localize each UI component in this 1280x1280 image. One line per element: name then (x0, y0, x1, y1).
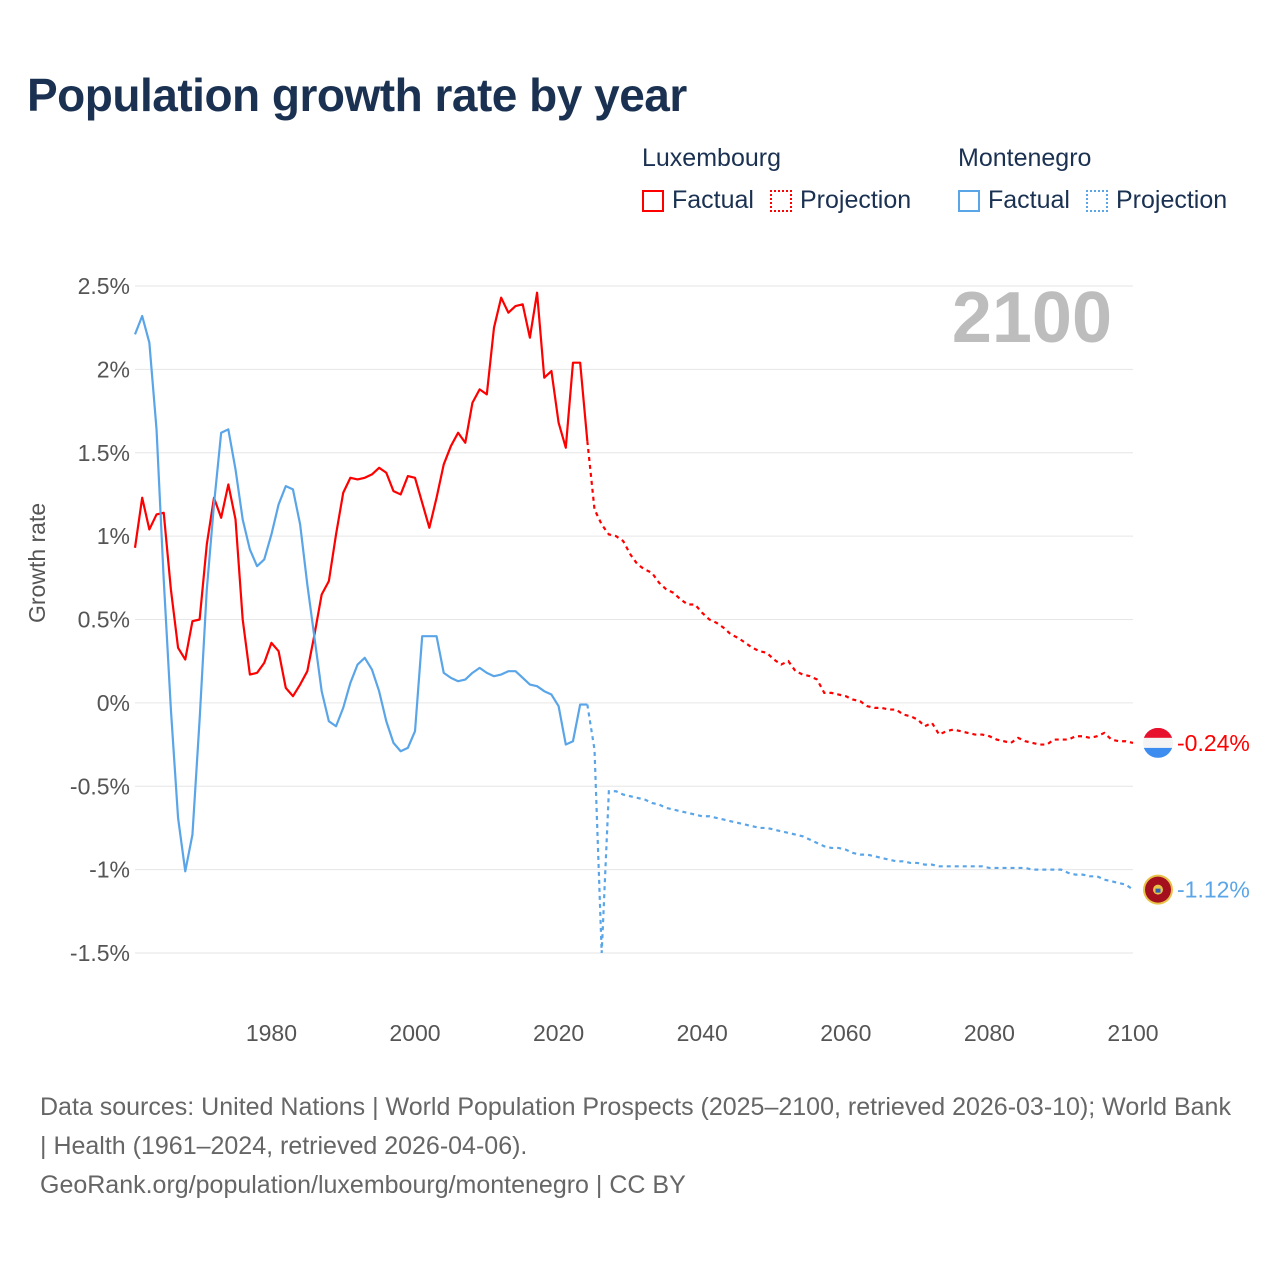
y-tick-label: 1% (97, 523, 130, 549)
legend-item-luxembourg-projection[interactable]: Projection (769, 186, 912, 215)
x-tick-label: 2040 (677, 1020, 728, 1046)
y-tick-label: 1.5% (78, 440, 130, 466)
luxembourg-factual-line (133, 291, 589, 698)
legend-label: Factual (988, 186, 1070, 214)
x-tick-label: 2000 (389, 1020, 440, 1046)
flag-stripes (1143, 727, 1173, 758)
flag-stripe-white (1143, 737, 1173, 748)
y-tick-label: 0% (97, 690, 130, 716)
footer: Data sources: United Nations | World Pop… (40, 1088, 1240, 1205)
montenegro-projection-line (586, 704, 1134, 954)
montenegro-flag-icon (1143, 874, 1173, 905)
x-tick-label: 1980 (246, 1020, 297, 1046)
flag-stripe-blue (1143, 747, 1173, 758)
legend-label: Factual (672, 186, 754, 214)
solid-swatch-icon (958, 189, 980, 212)
x-tick-label: 2020 (533, 1020, 584, 1046)
x-tick-label: 2100 (1107, 1020, 1158, 1046)
x-tick-label: 2080 (964, 1020, 1015, 1046)
montenegro-factual-line (133, 314, 588, 873)
luxembourg-flag-icon (1143, 727, 1173, 758)
legend-montenegro: Montenegro Factual Projection (958, 144, 1243, 215)
flag-shield (1155, 888, 1161, 893)
y-tick-label: 0.5% (78, 607, 130, 633)
year-watermark: 2100 (952, 278, 1112, 358)
legend-item-luxembourg-factual[interactable]: Factual (642, 186, 754, 215)
legend-label: Projection (1115, 186, 1228, 214)
y-tick-label: -1% (89, 857, 130, 883)
data-sources: Data sources: United Nations | World Pop… (40, 1093, 1231, 1160)
legend-country-label: Montenegro (958, 144, 1092, 172)
flag-stripe-red (1143, 727, 1173, 738)
dotted-swatch-icon (1085, 189, 1108, 212)
dotted-swatch-icon (769, 189, 792, 212)
y-tick-label: -1.5% (70, 940, 130, 966)
y-axis-label-text: Growth rate (24, 502, 50, 623)
legend-label: Projection (799, 186, 912, 214)
luxembourg-projection-line (586, 440, 1134, 746)
legend-item-montenegro-factual[interactable]: Factual (958, 186, 1070, 215)
y-tick-label: 2% (97, 356, 130, 382)
y-tick-label: -0.5% (70, 773, 130, 799)
y-tick-label: 2.5% (78, 273, 130, 299)
x-tick-label: 2060 (820, 1020, 871, 1046)
legend-item-montenegro-projection[interactable]: Projection (1085, 186, 1228, 215)
y-axis-label: Growth rate (24, 503, 51, 623)
luxembourg-end-label: -0.24% (1177, 730, 1250, 756)
legend-country-label: Luxembourg (642, 144, 781, 172)
chart-title: Population growth rate by year (27, 69, 687, 121)
montenegro-end-label: -1.12% (1177, 877, 1250, 903)
legend-luxembourg: Luxembourg Factual Projection (642, 144, 927, 215)
source-link[interactable]: GeoRank.org/population/luxembourg/monten… (40, 1171, 686, 1199)
solid-swatch-icon (642, 189, 664, 212)
